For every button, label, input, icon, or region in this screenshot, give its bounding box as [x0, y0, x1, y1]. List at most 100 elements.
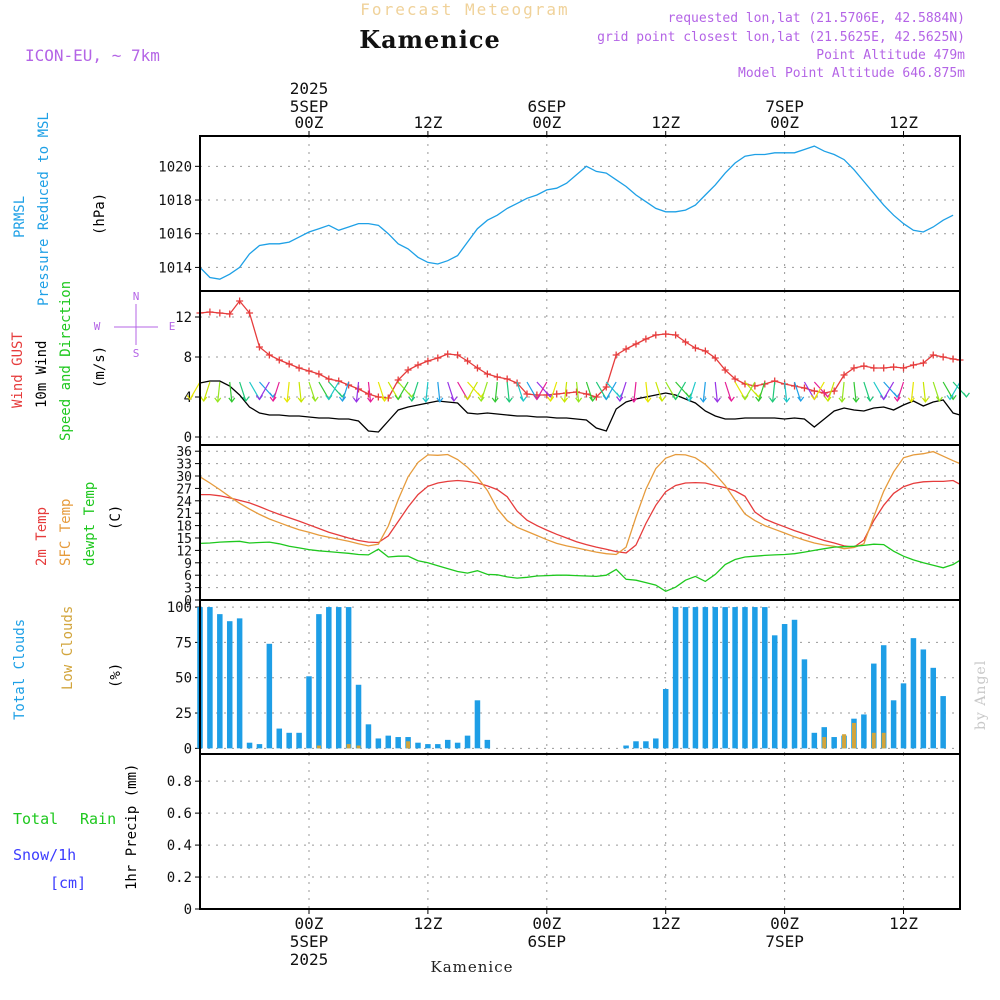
wind-arrow — [772, 381, 776, 402]
wind-arrow — [494, 381, 498, 402]
total-cloud-bar — [771, 635, 778, 749]
wind-arrowhead — [491, 397, 499, 403]
10m-wind-line — [199, 380, 961, 433]
wind-arrowhead — [672, 394, 680, 401]
gust-marker — [662, 330, 670, 338]
gust-marker — [721, 366, 729, 374]
wind-arrowhead — [921, 397, 929, 403]
total-cloud-bar — [692, 607, 699, 749]
total-cloud-bar — [752, 607, 758, 749]
ytick-label: 1020 — [158, 159, 192, 175]
gust-marker — [612, 351, 620, 359]
wind-arrowhead — [533, 394, 541, 401]
wind-arrow — [896, 381, 905, 402]
wind-arrowhead — [783, 397, 791, 403]
wind-arrowhead — [422, 397, 430, 403]
credit: by Angel — [973, 660, 989, 730]
total-cloud-bar — [474, 700, 481, 749]
wind-arrowhead — [755, 396, 763, 403]
model-name: ICON-EU, ~ 7km — [25, 46, 160, 65]
wind-arrowhead — [269, 396, 277, 403]
gust-marker — [236, 297, 244, 305]
gust-marker — [810, 387, 818, 395]
ytick-label: 33 — [176, 458, 192, 473]
wind-gust-line — [199, 299, 961, 399]
pressure-label-2: Pressure Reduced to MSL — [36, 112, 52, 306]
panel-frame — [199, 444, 961, 601]
ytick-label: 1014 — [158, 260, 192, 276]
sfc-temp-label: SFC Temp — [58, 499, 74, 566]
wind-arrowhead — [644, 397, 652, 403]
wind-arrow — [863, 381, 871, 402]
wind-arrow — [377, 381, 386, 402]
wind-arrowhead — [685, 396, 693, 403]
total-cloud-bar — [296, 732, 302, 749]
wind-arrowhead — [477, 396, 485, 403]
wind-arrow — [239, 381, 247, 402]
footer-location: Kamenice — [431, 958, 514, 976]
cloud-labels: Total Clouds Low Clouds (%) — [12, 606, 124, 720]
ytick-label: 25 — [175, 706, 192, 722]
gust-marker — [860, 362, 868, 370]
total-cloud-bar — [306, 676, 312, 749]
gust-marker — [226, 310, 234, 318]
wind-arrow — [619, 381, 627, 402]
prmsl-line — [199, 145, 954, 280]
wind-arrow — [272, 381, 280, 402]
total-cloud-bar — [722, 607, 728, 749]
wind-arrowhead — [394, 394, 402, 401]
panel-wind: 0 4 8 12 — [175, 290, 970, 446]
gust-marker — [880, 364, 888, 372]
gust-marker — [483, 370, 491, 378]
total-cloud-bar — [365, 724, 372, 749]
2m-temp-line — [200, 479, 961, 554]
wind-arrowhead — [589, 396, 597, 403]
subtitle: Forecast Meteogram — [360, 0, 569, 19]
wind-arrow — [563, 381, 568, 402]
wind-arrow — [724, 381, 732, 402]
total-cloud-bar — [712, 607, 719, 749]
wind-arrowhead — [297, 397, 305, 403]
wind-arrow — [932, 381, 940, 402]
total-cloud-bar — [375, 738, 382, 749]
wind-arrowhead — [602, 394, 610, 401]
compass-rose: N S W E — [94, 290, 176, 360]
panel-frame — [199, 599, 961, 755]
wind-arrowhead — [741, 394, 749, 401]
gust-marker — [642, 335, 650, 343]
low-clouds-label: Low Clouds — [60, 606, 76, 690]
gust-marker — [900, 364, 908, 372]
temp-unit: (C) — [108, 505, 124, 530]
dewpt-temp-line — [199, 540, 961, 593]
wind-arrowhead — [255, 394, 263, 401]
total-cloud-bar — [335, 607, 342, 749]
compass-west: W — [94, 320, 101, 333]
wind-arrow — [841, 381, 845, 402]
total-cloud-bar — [732, 607, 738, 749]
dewpt-label: dewpt Temp — [82, 482, 98, 566]
wind-arrow — [411, 381, 419, 402]
wind-arrowhead — [325, 394, 333, 401]
wind-arrowhead — [907, 397, 915, 403]
snow-unit-label: [cm] — [50, 874, 86, 892]
gust-marker — [929, 351, 937, 359]
ytick-label: 3 — [184, 582, 192, 597]
bottom-time-label: 00Z — [532, 914, 561, 933]
low-cloud-bar — [316, 745, 321, 749]
gust-marker — [939, 353, 947, 361]
wind-arrowhead — [186, 394, 194, 401]
wind-arrow — [645, 381, 649, 402]
wind-arrowhead — [962, 392, 970, 398]
pressure-label-1: PRMSL — [12, 196, 28, 238]
total-cloud-bar — [890, 700, 897, 749]
ytick-label: 24 — [176, 495, 192, 510]
gust-marker — [523, 390, 531, 398]
location-title: Kamenice — [359, 25, 501, 54]
sfc-temp-line — [199, 450, 961, 556]
gust-marker — [305, 367, 313, 375]
gust-marker — [216, 309, 224, 317]
ytick-label: 1016 — [158, 227, 192, 243]
gust-marker — [374, 393, 382, 401]
bottom-year-label: 2025 — [290, 950, 329, 969]
